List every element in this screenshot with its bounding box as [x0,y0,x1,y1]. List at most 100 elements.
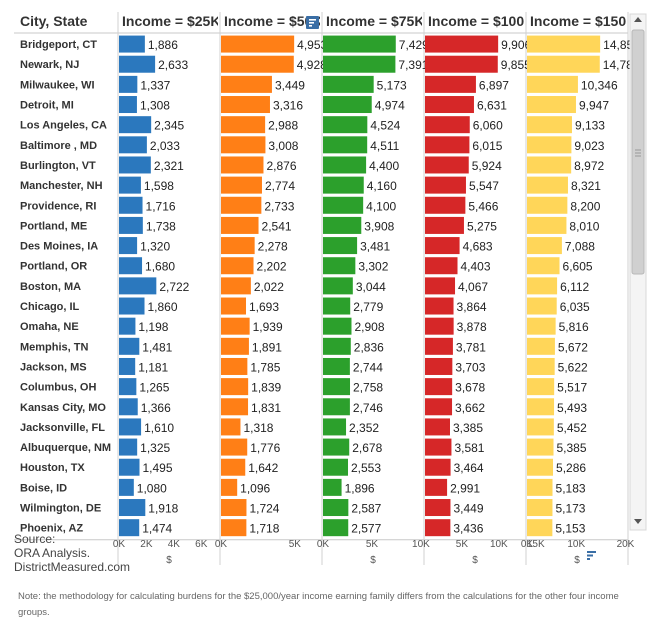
bar[interactable] [221,458,246,476]
bar[interactable] [425,418,450,436]
bar[interactable] [119,55,156,73]
bar[interactable] [119,499,146,517]
bar[interactable] [221,398,249,416]
bar[interactable] [119,378,137,396]
axis-sort-icon[interactable] [587,551,596,560]
bar[interactable] [221,257,254,275]
bar[interactable] [119,317,136,335]
bar[interactable] [527,418,554,436]
bar[interactable] [527,156,572,174]
bar[interactable] [425,337,453,355]
bar[interactable] [425,478,448,496]
bar[interactable] [323,478,342,496]
bar[interactable] [527,176,568,194]
bar[interactable] [527,519,553,537]
bar[interactable] [323,438,350,456]
bar[interactable] [425,216,464,234]
bar[interactable] [119,35,145,53]
source-site[interactable]: DistrictMeasured.com [14,560,130,574]
bar[interactable] [425,55,498,73]
bar[interactable] [221,116,266,134]
series-header[interactable]: Income = $25K [122,13,220,29]
bar[interactable] [323,156,367,174]
bar[interactable] [425,297,454,315]
bar[interactable] [119,156,151,174]
bar[interactable] [527,458,554,476]
bar[interactable] [425,277,456,295]
bar[interactable] [323,277,353,295]
bar[interactable] [221,499,247,517]
bar[interactable] [119,96,137,114]
bar[interactable] [119,237,138,255]
bar[interactable] [527,196,568,214]
bar[interactable] [119,337,140,355]
bar[interactable] [323,357,350,375]
bar[interactable] [119,257,143,275]
bar[interactable] [323,317,352,335]
bar[interactable] [323,297,351,315]
bar[interactable] [119,297,145,315]
series-header[interactable]: Income = $150K [530,13,636,29]
bar[interactable] [221,277,251,295]
bar[interactable] [425,196,466,214]
bar[interactable] [221,136,266,154]
bar[interactable] [323,116,368,134]
bar[interactable] [221,176,262,194]
bar[interactable] [527,75,578,93]
bar[interactable] [323,216,362,234]
bar[interactable] [425,257,458,275]
bar[interactable] [323,499,349,517]
bar[interactable] [323,458,349,476]
bar[interactable] [119,277,157,295]
vertical-scrollbar[interactable] [629,13,647,531]
bar[interactable] [221,317,250,335]
bar[interactable] [221,55,294,73]
bar[interactable] [119,116,152,134]
scroll-up-arrow-icon[interactable] [634,17,642,22]
bar[interactable] [119,458,140,476]
bar[interactable] [323,378,351,396]
bar[interactable] [323,75,374,93]
bar[interactable] [323,237,358,255]
bar[interactable] [425,237,460,255]
bar[interactable] [425,75,476,93]
bar[interactable] [119,478,134,496]
bar[interactable] [221,237,255,255]
bar[interactable] [425,176,466,194]
bar[interactable] [527,317,556,335]
bar[interactable] [221,96,270,114]
bar[interactable] [119,418,142,436]
bar[interactable] [425,458,451,476]
bar[interactable] [323,35,396,53]
bar[interactable] [119,196,143,214]
bar[interactable] [527,257,560,275]
bar[interactable] [527,277,558,295]
bar[interactable] [527,357,555,375]
bar[interactable] [119,136,147,154]
bar[interactable] [221,196,262,214]
bar[interactable] [221,478,238,496]
scroll-down-arrow-icon[interactable] [634,519,642,524]
bar[interactable] [119,519,140,537]
bar[interactable] [527,237,562,255]
bar[interactable] [323,196,364,214]
series-header[interactable]: Income = $75K [326,13,424,29]
bar[interactable] [221,35,295,53]
bar[interactable] [527,297,557,315]
bar[interactable] [221,156,264,174]
bar[interactable] [323,337,351,355]
bar[interactable] [221,378,249,396]
bar[interactable] [119,75,138,93]
bar[interactable] [527,116,572,134]
bar[interactable] [527,378,555,396]
bar[interactable] [425,96,474,114]
bar[interactable] [527,55,600,73]
bar[interactable] [425,156,469,174]
series-header[interactable]: Income = $50K [224,13,322,29]
bar[interactable] [527,438,554,456]
bar[interactable] [323,418,347,436]
bar[interactable] [323,136,368,154]
bar[interactable] [425,136,470,154]
bar[interactable] [527,96,576,114]
bar[interactable] [527,337,555,355]
